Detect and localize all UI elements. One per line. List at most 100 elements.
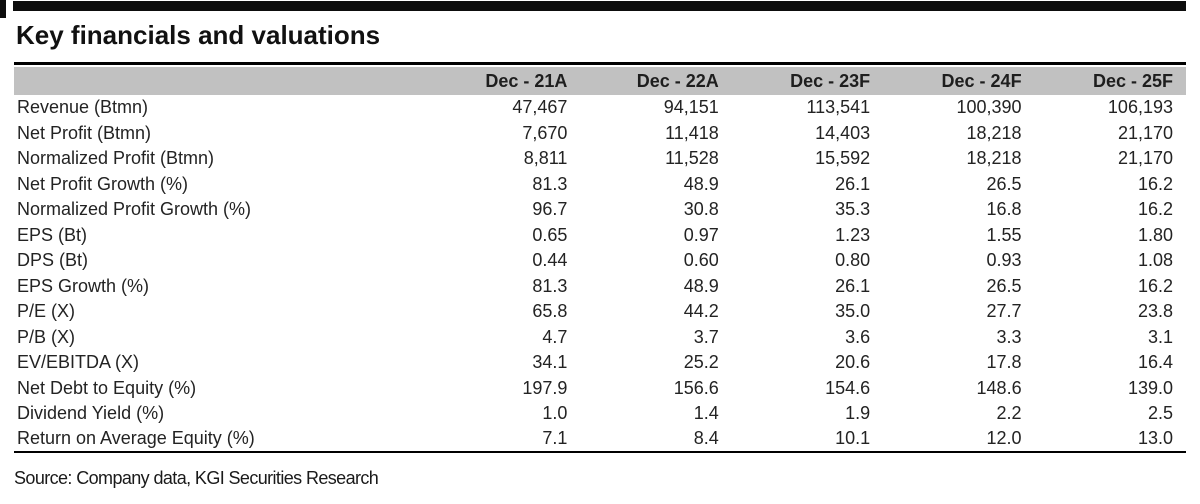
cell: 15,592 — [815, 148, 871, 169]
cell: 20.6 — [835, 352, 871, 373]
cell: 14,403 — [815, 122, 871, 143]
row-label: Net Profit Growth (%) — [17, 173, 189, 194]
row-label: Normalized Profit Growth (%) — [17, 199, 252, 220]
cell: 26.5 — [986, 275, 1022, 296]
cell: 21,170 — [1117, 148, 1173, 169]
cell: 12.0 — [986, 428, 1022, 449]
cell: 27.7 — [986, 301, 1022, 322]
cell: 1.55 — [986, 224, 1022, 245]
cell: 100,390 — [956, 97, 1022, 118]
cell: 0.60 — [683, 250, 719, 271]
table-row: EPS Growth (%) 81.3 48.9 26.1 26.5 16.2 — [14, 274, 1186, 300]
table-row: Net Profit (Btmn) 7,670 11,418 14,403 18… — [14, 121, 1186, 147]
cell: 26.1 — [835, 173, 871, 194]
cell: 0.93 — [986, 250, 1022, 271]
table-row: Net Profit Growth (%) 81.3 48.9 26.1 26.… — [14, 172, 1186, 198]
cell: 81.3 — [532, 173, 568, 194]
cell: 44.2 — [683, 301, 719, 322]
header-row: Dec - 21A Dec - 22A Dec - 23F Dec - 24F … — [14, 67, 1186, 95]
cell: 8.4 — [693, 428, 719, 449]
table-row: P/E (X) 65.8 44.2 35.0 27.7 23.8 — [14, 299, 1186, 325]
column-header-dec-21a: Dec - 21A — [429, 67, 581, 95]
table-row: Net Debt to Equity (%) 197.9 156.6 154.6… — [14, 376, 1186, 402]
row-label: P/B (X) — [17, 326, 76, 347]
column-header-metric — [14, 67, 430, 95]
row-label: Normalized Profit (Btmn) — [17, 148, 215, 169]
row-label: DPS (Bt) — [17, 250, 89, 271]
column-header-dec-24f: Dec - 24F — [883, 67, 1035, 95]
cell: 7.1 — [542, 428, 568, 449]
cell: 2.5 — [1147, 403, 1173, 424]
row-label: Net Debt to Equity (%) — [17, 377, 197, 398]
key-financials-table: Dec - 21A Dec - 22A Dec - 23F Dec - 24F … — [14, 67, 1186, 453]
cell: 10.1 — [835, 428, 871, 449]
cell: 65.8 — [532, 301, 568, 322]
table-row: EV/EBITDA (X) 34.1 25.2 20.6 17.8 16.4 — [14, 350, 1186, 376]
cell: 0.80 — [835, 250, 871, 271]
cell: 106,193 — [1107, 97, 1173, 118]
row-label: Revenue (Btmn) — [17, 97, 149, 118]
cell: 16.2 — [1137, 275, 1173, 296]
row-label: EPS (Bt) — [17, 224, 88, 245]
cell: 3.6 — [845, 326, 871, 347]
cell: 96.7 — [532, 199, 568, 220]
cell: 197.9 — [522, 377, 568, 398]
table-row: Normalized Profit (Btmn) 8,811 11,528 15… — [14, 146, 1186, 172]
table-row: Revenue (Btmn) 47,467 94,151 113,541 100… — [14, 95, 1186, 121]
cell: 35.3 — [835, 199, 871, 220]
table-row: EPS (Bt) 0.65 0.97 1.23 1.55 1.80 — [14, 223, 1186, 249]
column-header-dec-25f: Dec - 25F — [1034, 67, 1186, 95]
cell: 139.0 — [1127, 377, 1173, 398]
table-row: DPS (Bt) 0.44 0.60 0.80 0.93 1.08 — [14, 248, 1186, 274]
cell: 25.2 — [683, 352, 719, 373]
cell: 1.9 — [845, 403, 871, 424]
cell: 8,811 — [523, 148, 568, 169]
cell: 3.1 — [1147, 326, 1173, 347]
key-financials-table-wrap: Dec - 21A Dec - 22A Dec - 23F Dec - 24F … — [14, 62, 1186, 453]
cell: 148.6 — [976, 377, 1022, 398]
row-label: EPS Growth (%) — [17, 275, 150, 296]
cell: 156.6 — [673, 377, 719, 398]
row-label: Dividend Yield (%) — [17, 403, 165, 424]
cell: 30.8 — [683, 199, 719, 220]
row-label: P/E (X) — [17, 301, 76, 322]
cell: 2.2 — [996, 403, 1022, 424]
cell: 18,218 — [966, 122, 1022, 143]
cell: 11,528 — [665, 148, 719, 169]
cell: 48.9 — [683, 275, 719, 296]
cell: 113,541 — [806, 97, 871, 118]
cell: 7,670 — [522, 122, 568, 143]
cell: 1.23 — [835, 224, 871, 245]
table-row: Return on Average Equity (%) 7.1 8.4 10.… — [14, 427, 1186, 453]
cell: 81.3 — [532, 275, 568, 296]
table-row: P/B (X) 4.7 3.7 3.6 3.3 3.1 — [14, 325, 1186, 351]
cell: 26.1 — [835, 275, 871, 296]
source-note: Source: Company data, KGI Securities Res… — [14, 468, 379, 488]
cell: 0.97 — [683, 224, 719, 245]
cell: 1.4 — [693, 403, 719, 424]
table-row: Normalized Profit Growth (%) 96.7 30.8 3… — [14, 197, 1186, 223]
cell: 13.0 — [1137, 428, 1173, 449]
cell: 48.9 — [683, 173, 719, 194]
cell: 4.7 — [542, 326, 568, 347]
cell: 16.8 — [986, 199, 1022, 220]
cell: 35.0 — [835, 301, 871, 322]
section-divider-bar — [13, 1, 1186, 11]
cell: 1.80 — [1137, 224, 1173, 245]
cell: 1.08 — [1137, 250, 1173, 271]
cell: 3.3 — [996, 326, 1022, 347]
cell: 47,467 — [512, 97, 568, 118]
cell: 18,218 — [966, 148, 1022, 169]
cell: 3.7 — [693, 326, 719, 347]
cell: 0.44 — [532, 250, 568, 271]
cell: 16.2 — [1137, 173, 1173, 194]
page-title: Key financials and valuations — [16, 20, 381, 50]
table-row: Dividend Yield (%) 1.0 1.4 1.9 2.2 2.5 — [14, 401, 1186, 427]
cell: 0.65 — [532, 224, 568, 245]
cell: 17.8 — [986, 352, 1022, 373]
cell: 23.8 — [1137, 301, 1173, 322]
column-header-dec-23f: Dec - 23F — [731, 67, 884, 95]
cell: 16.2 — [1137, 199, 1173, 220]
cell: 1.0 — [542, 403, 568, 424]
cell: 94,151 — [663, 97, 719, 118]
